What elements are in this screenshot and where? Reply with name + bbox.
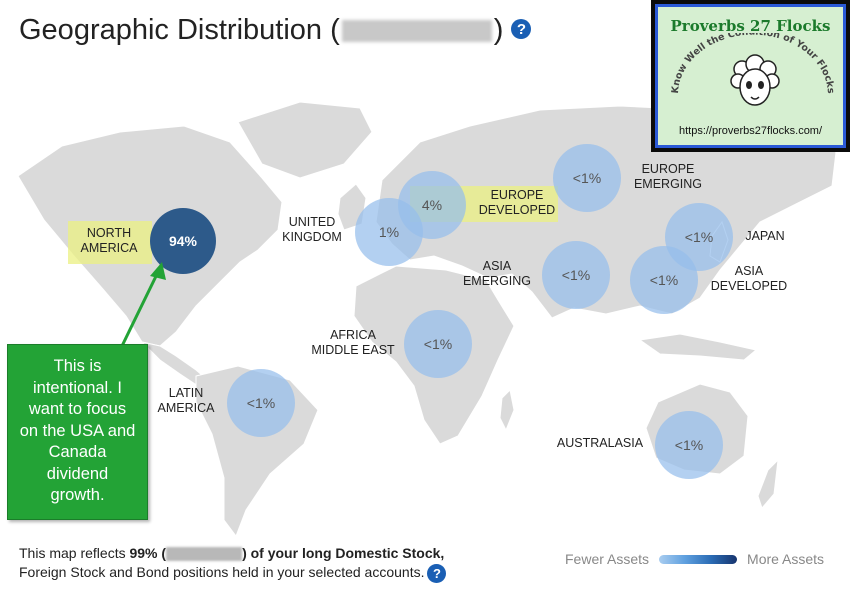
bubble-north-america[interactable]: 94% [150, 208, 216, 274]
label-line: EUROPE [641, 162, 695, 176]
label-line: AMERICA [157, 401, 215, 415]
note-line: on the USA and [19, 421, 136, 440]
label-asia-developed: ASIA DEVELOPED [704, 264, 794, 294]
label-line: ASIA [482, 259, 512, 273]
bubble-asia-emerging[interactable]: <1% [542, 241, 610, 309]
label-line: EMERGING [633, 177, 703, 191]
footnote-text: ) of your long Domestic Stock, [242, 545, 445, 561]
footnote-text: Foreign Stock and Bond positions held in… [19, 564, 425, 580]
map-footnote: This map reflects 99% ( ) of your long Do… [19, 544, 447, 583]
ad-frame: Proverbs 27 Flocks Know Well the Conditi… [655, 4, 846, 148]
legend-low-label: Fewer Assets [565, 551, 650, 567]
bubble-asia-developed[interactable]: <1% [630, 246, 698, 314]
note-line: dividend [46, 464, 109, 483]
label-line: AFRICA [330, 328, 376, 342]
redacted-amount [166, 547, 243, 562]
label-line: DEVELOPED [710, 279, 788, 293]
world-map [17, 101, 837, 538]
label-line: MIDDLE EAST [311, 343, 395, 357]
label-australasia: AUSTRALASIA [552, 436, 648, 451]
bubble-europe-emerging[interactable]: <1% [553, 144, 621, 212]
land-indonesia [638, 333, 758, 361]
label-line: NORTH [86, 226, 132, 240]
annotation-note: This is intentional. I want to focus on … [7, 344, 148, 520]
label-line: LATIN [168, 386, 204, 400]
label-united-kingdom: UNITED KINGDOM [280, 215, 344, 245]
help-icon[interactable]: ? [427, 563, 447, 583]
land-new-zealand [757, 458, 779, 509]
label-line: AMERICA [80, 241, 138, 255]
note-line: Canada [48, 443, 107, 461]
note-line: growth. [50, 486, 105, 504]
label-line: AUSTRALASIA [556, 436, 644, 450]
bubble-europe-developed[interactable]: 4% [398, 171, 466, 239]
redacted-amount [341, 20, 492, 43]
label-latin-america: LATIN AMERICA [152, 386, 220, 416]
label-europe-emerging: EUROPE EMERGING [628, 162, 708, 192]
watermark-ad[interactable]: Proverbs 27 Flocks Know Well the Conditi… [651, 0, 850, 152]
label-line: UNITED [288, 215, 336, 229]
note-line: intentional. I [33, 378, 122, 397]
highlight-north-america [68, 221, 152, 264]
label-africa-middle-east: AFRICA MIDDLE EAST [305, 328, 401, 358]
footnote-percent: 99% ( [129, 545, 167, 561]
land-madagascar [499, 388, 515, 432]
legend: Fewer Assets More Assets [565, 551, 824, 567]
title-text: Geographic Distribution ( [19, 14, 340, 46]
bubble-australasia[interactable]: <1% [655, 411, 723, 479]
label-line: EUROPE [490, 188, 544, 202]
label-north-america: NORTH AMERICA [74, 226, 144, 256]
bubble-africa-middle-east[interactable]: <1% [404, 310, 472, 378]
note-line: want to focus [28, 400, 127, 418]
label-line: DEVELOPED [478, 203, 556, 217]
label-japan: JAPAN [738, 229, 792, 244]
sheep-icon [730, 54, 780, 106]
label-asia-emerging: ASIA EMERGING [458, 259, 536, 289]
page-title: Geographic Distribution ()? [19, 14, 532, 47]
help-icon[interactable]: ? [511, 19, 532, 40]
label-line: KINGDOM [282, 230, 342, 244]
label-line: EMERGING [462, 274, 532, 288]
label-line: ASIA [734, 264, 764, 278]
note-line: This is [53, 357, 102, 375]
legend-color-scale [659, 554, 738, 564]
label-line: JAPAN [745, 229, 785, 243]
bubble-latin-america[interactable]: <1% [227, 369, 295, 437]
land-greenland [237, 101, 373, 179]
footnote-text: This map reflects [19, 545, 130, 561]
ad-title: Proverbs 27 Flocks [670, 17, 831, 35]
ad-url[interactable]: https://proverbs27flocks.com/ [678, 125, 823, 137]
legend-high-label: More Assets [747, 551, 825, 567]
label-europe-developed: EUROPE DEVELOPED [472, 188, 562, 218]
title-close: ) [493, 14, 504, 46]
